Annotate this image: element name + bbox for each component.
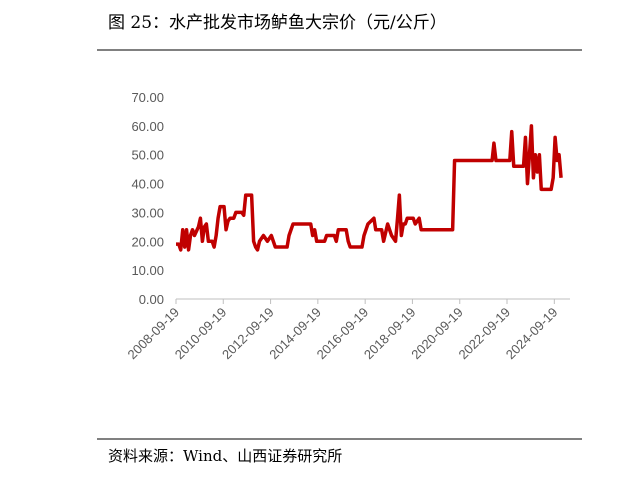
y-tick-label: 10.00	[131, 263, 164, 278]
y-tick-label: 40.00	[131, 177, 164, 192]
y-tick-label: 60.00	[131, 119, 164, 134]
y-tick-label: 30.00	[131, 205, 164, 220]
price-line	[176, 124, 563, 252]
x-tick-label: 2024-09-19	[503, 305, 561, 363]
y-tick-label: 0.00	[139, 292, 164, 307]
source-note: 资料来源：Wind、山西证券研究所	[108, 447, 342, 465]
chart-title: 图 25：水产批发市场鲈鱼大宗价（元/公斤）	[108, 13, 447, 33]
y-tick-label: 70.00	[131, 90, 164, 105]
y-tick-label: 20.00	[131, 234, 164, 249]
y-tick-label: 50.00	[131, 148, 164, 163]
